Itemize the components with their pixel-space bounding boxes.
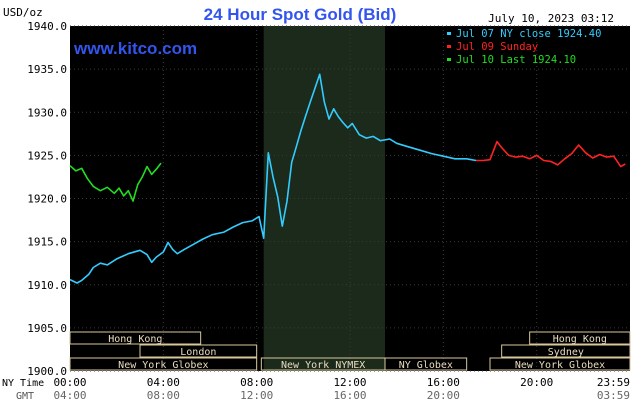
x-tick-label-ny: 16:00	[427, 376, 460, 389]
y-axis-ticks: 1940.0 1935.0 1930.0 1925.0 1920.0 1915.0 1910…	[27, 20, 67, 378]
x-tick-label-gmt: 08:00	[147, 389, 180, 402]
x-tick-label-gmt: 04:00	[53, 389, 86, 402]
session-label: New York NYMEX	[281, 360, 365, 371]
website-label: www.kitco.com	[73, 39, 197, 58]
series-line	[476, 140, 626, 168]
x-tick-label-ny: 20:00	[520, 376, 553, 389]
unit-label: USD/oz	[3, 6, 43, 19]
x-tick-label-ny: 04:00	[147, 376, 180, 389]
timestamp: July 10, 2023 03:12	[488, 12, 614, 25]
grid	[70, 25, 630, 372]
legend-entry: Jul 10 Last 1924.10	[456, 54, 576, 66]
session-bar	[501, 344, 631, 358]
session-label: London	[180, 347, 216, 358]
x-tick-label-gmt: 03:59	[597, 389, 630, 402]
legend-entry: Jul 09 Sunday	[456, 41, 538, 53]
y-tick-label: 1935.0	[27, 63, 67, 76]
y-tick-label: 1925.0	[27, 149, 67, 162]
session-bars: Hong Kong London New York Globex New York N…	[69, 331, 631, 371]
session-label: Hong Kong	[553, 334, 607, 345]
y-tick-label: 1940.0	[27, 20, 67, 33]
legend-swatch	[447, 58, 451, 61]
nymex-session-highlight	[263, 26, 385, 371]
y-tick-label: 1900.0	[27, 365, 67, 378]
x-tick-label-ny: 00:00	[53, 376, 86, 389]
x-tick-label-gmt: 20:00	[427, 389, 460, 402]
x-tick-label-ny: 23:59	[597, 376, 630, 389]
y-tick-label: 1930.0	[27, 106, 67, 119]
price-series	[69, 73, 626, 284]
session-bar	[139, 344, 258, 358]
legend-swatch	[447, 45, 451, 48]
legend-entry: Jul 07 NY close 1924.40	[456, 28, 601, 40]
series-line	[69, 162, 162, 202]
session-bar	[69, 331, 202, 345]
x-tick-label-ny: 12:00	[333, 376, 366, 389]
y-tick-label: 1910.0	[27, 279, 67, 292]
series-line	[69, 73, 477, 284]
ny-time-label: NY Time	[2, 378, 44, 389]
x-axis-ticks: 00:0004:0004:0008:0008:0012:0012:0016:00…	[53, 376, 630, 402]
y-tick-label: 1915.0	[27, 236, 67, 249]
x-tick-label-gmt: 16:00	[333, 389, 366, 402]
session-label: Sydney	[548, 347, 584, 358]
y-tick-label: 1920.0	[27, 193, 67, 206]
session-bar	[384, 357, 468, 371]
y-tick-label: 1905.0	[27, 322, 67, 335]
gmt-label: GMT	[16, 391, 34, 402]
legend-swatch	[447, 32, 451, 35]
session-label: NY Globex	[399, 360, 453, 371]
session-label: New York Globex	[515, 360, 605, 371]
x-tick-label-gmt: 12:00	[240, 389, 273, 402]
session-label: Hong Kong	[108, 334, 162, 345]
session-bar	[489, 357, 631, 371]
session-bar	[529, 331, 631, 345]
x-tick-label-ny: 08:00	[240, 376, 273, 389]
chart-title: 24 Hour Spot Gold (Bid)	[204, 5, 397, 24]
session-label: New York Globex	[118, 360, 208, 371]
session-bar	[69, 357, 258, 371]
